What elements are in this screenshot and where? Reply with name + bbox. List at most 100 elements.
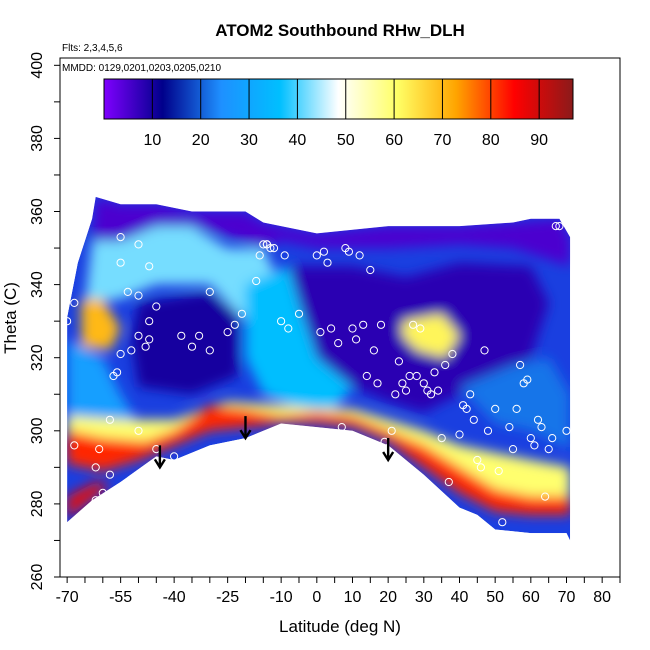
obs-point [205,287,214,296]
obs-point [498,518,507,527]
obs-point [134,240,143,249]
colorbar: 10 20 30 40 50 60 70 80 90 [103,78,574,149]
obs-point [391,390,400,399]
x-axis: -70 -55 -40 -25 -10 0 10 20 30 40 50 60 70 80 [56,577,621,606]
obs-point [91,496,100,505]
x-tick-label: 0 [312,589,321,606]
obs-point [230,320,239,329]
colorbar-ramp [103,78,574,120]
obs-point [523,375,532,384]
obs-point [430,368,439,377]
obs-point [152,302,161,311]
colorbar-tick-label: 20 [192,132,210,149]
x-tick-label: 10 [344,589,362,606]
obs-point [480,346,489,355]
flights-subtitle: Flts: 2,3,4,5,6 [62,43,123,54]
obs-point [355,251,364,260]
colorbar-tick-label: 80 [482,132,500,149]
y-tick-label: 280 [29,490,46,517]
obs-point [70,298,79,307]
obs-point [316,328,325,337]
y-tick-label: 360 [29,198,46,225]
obs-point [170,452,179,461]
obs-point [434,386,443,395]
x-tick-label: 80 [593,589,611,606]
obs-point [323,258,332,267]
obs-point [409,320,418,329]
obs-point [252,276,261,286]
obs-point [398,379,407,388]
x-tick-label: -70 [56,589,79,606]
arrow-marker [382,438,395,463]
colorbar-tick-label: 60 [385,132,403,149]
colorbar-ticks: 10 20 30 40 50 60 70 80 90 [143,79,548,149]
obs-point [548,434,557,443]
y-axis-label: Theta (C) [1,282,20,354]
y-tick-label: 340 [29,271,46,298]
obs-point [116,349,125,359]
obs-point [294,309,304,318]
obs-point [359,320,368,329]
x-tick-label: 30 [415,589,433,606]
x-tick-label: -10 [270,589,293,606]
obs-point [508,445,518,454]
obs-point [526,434,535,443]
x-tick-label: 60 [522,589,540,606]
arrow-marker [153,445,166,470]
obs-point [537,423,546,432]
obs-point [223,328,232,337]
obs-points [63,222,571,527]
colorbar-tick-label: 30 [240,132,258,149]
obs-point [116,233,125,242]
y-tick-label: 380 [29,125,46,152]
obs-point [541,492,550,501]
obs-point [113,368,122,377]
obs-point [319,247,328,256]
field-regions [67,196,571,519]
tropopause-arrows [153,416,395,470]
obs-point [512,404,521,413]
obs-point [195,331,204,340]
obs-point [91,463,100,472]
x-tick-label: 40 [451,589,469,606]
obs-point [327,324,336,333]
obs-point [466,390,475,399]
y-tick-label: 320 [29,344,46,371]
obs-point [141,342,150,351]
obs-point [491,404,500,413]
obs-point [444,477,453,487]
obs-point [280,251,289,260]
obs-point [298,426,307,435]
field-region-lower-moist-band [67,401,571,497]
obs-point [376,320,386,329]
obs-point [412,371,421,381]
obs-point [516,360,525,370]
obs-point [205,346,214,355]
field-region-lower-blue-east [459,357,571,450]
colorbar-tick-label: 70 [434,132,452,149]
obs-point [269,244,279,253]
obs-point [334,339,343,348]
obs-point [426,390,436,399]
obs-point [387,426,396,435]
x-tick-label: -25 [216,589,239,606]
plot-frame [59,57,621,578]
obs-point [437,434,446,443]
obs-point [312,251,321,260]
obs-point [401,386,411,395]
obs-point [237,309,246,318]
field-region-upper-dry-band [92,196,571,267]
obs-point [551,222,560,231]
field-region-moist-patch-west [81,299,121,351]
field-region-mid-blue-west [67,339,139,431]
field-layer [67,196,571,541]
obs-point [70,441,79,450]
obs-point [473,455,482,465]
obs-point [105,415,115,424]
obs-point [187,342,197,351]
obs-point [337,423,346,432]
x-axis-label: Latitude (deg N) [279,617,401,636]
y-tick-label: 400 [29,52,46,79]
obs-point [266,244,275,253]
obs-point [255,251,264,260]
